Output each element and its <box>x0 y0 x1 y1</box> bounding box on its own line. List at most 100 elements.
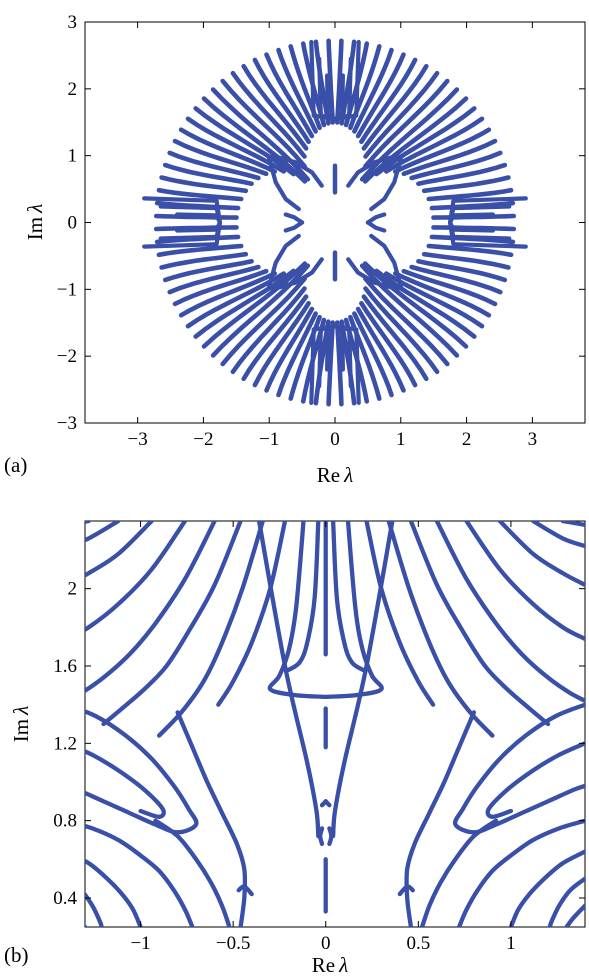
panel-b-branch-left <box>175 710 248 927</box>
panel-a-y-tick-label: −1 <box>57 279 77 300</box>
panel-a-branch <box>326 320 335 407</box>
panel-a-branch <box>153 213 239 220</box>
panel-b-y-tick-label: 1.6 <box>53 656 77 677</box>
panel-a-x-tick-label: −2 <box>193 429 213 450</box>
panel-a-branch <box>167 150 261 181</box>
panel-b-branch-right <box>564 903 585 927</box>
panel-b-branch-left <box>85 858 143 927</box>
panel-b-x-tick-label: 1 <box>506 933 516 954</box>
panel-a-node-loop <box>448 196 528 249</box>
panel-a-branch <box>374 268 477 339</box>
panel-b-branch-right <box>456 818 585 927</box>
panel-a-branch <box>264 306 315 393</box>
panel-a-branch <box>393 271 492 318</box>
panel-a-y-tick-label: 3 <box>68 12 78 33</box>
panel-a-branch <box>264 52 315 139</box>
panel-b-ticks <box>85 521 585 927</box>
panel-b-y-tick-label: 1.2 <box>53 733 77 754</box>
panel-b-branch-right <box>464 521 585 642</box>
panel-a-y-axis-label: Imλ <box>23 204 47 240</box>
panel-a-branch <box>363 276 450 367</box>
panel-b-branch-right <box>397 884 415 897</box>
panel-b-branch-right <box>408 521 551 727</box>
panel-b-branch-left <box>216 521 288 707</box>
panel-a-x-tick-label: 0 <box>330 429 340 450</box>
panel-b-branch-right <box>364 521 436 707</box>
panel-a-branch <box>220 276 307 367</box>
panel-b-branch-left <box>318 826 325 847</box>
panel-a-branch <box>172 268 269 307</box>
panel-a-branch <box>185 116 286 174</box>
panel-a-inner-fork <box>369 233 403 289</box>
panel-a-y-tick-label: −3 <box>57 413 77 434</box>
panel-a-inner-fork <box>270 153 324 188</box>
panel-a-branch <box>159 175 249 194</box>
panel-b-branch-left <box>85 521 154 578</box>
panel-a-inner-fork <box>283 220 305 233</box>
panel-a-branch <box>361 63 429 151</box>
panel-a-branch <box>159 251 249 270</box>
panel-a-branch <box>359 57 418 144</box>
panel-b-branch-right <box>330 521 395 839</box>
panel-a-branch <box>401 268 498 307</box>
panel-a-x-tick-label: 3 <box>528 429 538 450</box>
panel-b-zoomed-spectrum-plot: −1 −0.5 0 0.5 1 0.4 0.8 1.2 1.6 2 Re λ Imλ (b) <box>4 520 586 977</box>
panel-a-y-tick-label: 2 <box>68 79 78 100</box>
panel-b-y-axis-label: Imλ <box>9 706 33 742</box>
panel-a-inner-fork <box>346 257 400 292</box>
panel-a-inner-fork <box>365 212 387 225</box>
panel-b-x-tick-label: −1 <box>130 933 150 954</box>
panel-a-node-loop <box>142 196 222 249</box>
panel-a-branch <box>335 38 344 125</box>
panel-a-branch <box>230 286 307 375</box>
panel-a-branch <box>431 225 517 232</box>
panel-a-branch <box>252 301 311 388</box>
panel-a-branch <box>431 213 517 220</box>
panel-a-inner-fork <box>270 257 324 292</box>
panel-b-label: (b) <box>4 943 29 967</box>
panel-a-branch <box>361 294 429 382</box>
panel-a-branch <box>416 162 508 186</box>
panel-a-branch <box>363 286 440 375</box>
panel-a-branch <box>362 96 469 184</box>
panel-a-branch <box>326 38 335 125</box>
panel-b-y-tick-label: 2 <box>68 579 78 600</box>
panel-b-branch-right <box>560 521 585 528</box>
panel-a-branch <box>201 96 308 184</box>
panel-a-branch <box>193 268 296 339</box>
panel-a-branch <box>252 57 311 144</box>
panel-b-branch-right <box>508 849 585 927</box>
panel-a-x-tick-label: 2 <box>462 429 472 450</box>
panel-b-branch-right <box>323 521 384 700</box>
panel-b-x-tick-label: −0.5 <box>216 933 250 954</box>
panel-b-branch-left <box>153 818 232 927</box>
panel-a-branch <box>363 70 440 159</box>
panel-a-branch <box>374 106 477 177</box>
panel-a-inner-fork <box>365 220 387 233</box>
panel-a-branch <box>162 162 254 186</box>
panel-a-tick-labels: −3 −2 −1 0 1 2 3 −3 −2 −1 0 1 2 3 <box>57 12 537 450</box>
panel-b-branch-right <box>404 710 477 927</box>
panel-b-branch-left <box>319 799 328 808</box>
panel-a-branch <box>352 311 394 398</box>
panel-a-node-loop <box>309 39 361 121</box>
panel-a-branch <box>178 271 277 318</box>
panel-b-branch-right <box>434 521 585 703</box>
panel-a-branch <box>409 264 503 295</box>
panel-b-branch-left <box>267 521 328 700</box>
panel-a-branch <box>172 138 269 177</box>
panel-b-x-axis-label: Re λ <box>312 953 348 977</box>
panel-a-branch <box>421 251 511 270</box>
panel-a-branch <box>201 261 308 349</box>
panel-b-branch-right <box>330 521 365 673</box>
panel-b-branch-right <box>497 521 585 587</box>
panel-a-branch <box>276 311 318 398</box>
panel-b-x-tick-label: 0.5 <box>406 933 430 954</box>
panel-b-y-tick-label: 0.8 <box>53 811 77 832</box>
panel-a-branch <box>156 243 244 258</box>
panel-a-branch <box>230 70 307 159</box>
panel-a-y-tick-label: −2 <box>57 346 77 367</box>
panel-b-branch-left <box>85 748 166 819</box>
panel-a-branch <box>178 127 277 174</box>
panel-b-y-tick-label: 0.4 <box>53 888 77 909</box>
